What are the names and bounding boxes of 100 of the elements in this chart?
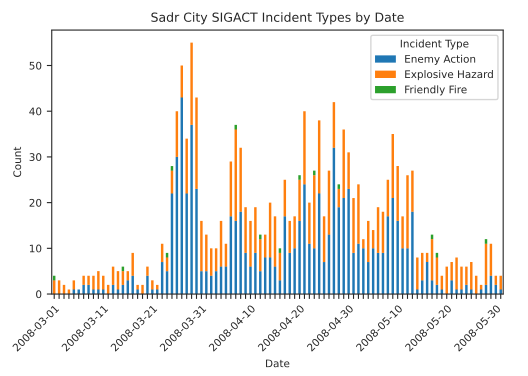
bar (322, 216, 326, 262)
bar (190, 42, 193, 125)
bar (411, 212, 414, 294)
bar (362, 239, 365, 248)
bar (244, 207, 247, 253)
bar (230, 161, 232, 216)
bar (214, 248, 218, 272)
bar (180, 97, 184, 294)
bar (436, 284, 438, 294)
bar (249, 220, 252, 267)
bar (122, 284, 124, 294)
y-axis-title: Count (13, 146, 22, 177)
bar (185, 193, 188, 294)
bar (97, 271, 100, 290)
bar (200, 271, 203, 294)
bar (338, 188, 340, 208)
bar (430, 234, 434, 240)
bar (401, 216, 404, 248)
bar (268, 257, 272, 294)
bar (220, 220, 222, 267)
bar (450, 280, 453, 294)
bar (278, 248, 282, 253)
bar (392, 134, 394, 198)
y-tick-label: 30 (30, 153, 42, 162)
bar (106, 284, 110, 294)
bar (332, 102, 336, 148)
bar (490, 244, 492, 276)
bar (160, 244, 164, 262)
bar (480, 284, 482, 290)
bar (386, 216, 390, 294)
bar (416, 257, 419, 290)
bar (430, 239, 434, 280)
bar (308, 202, 311, 244)
bar (230, 216, 232, 294)
y-tick-label: 20 (30, 198, 42, 207)
bar (224, 266, 228, 294)
bar (372, 248, 374, 294)
bar (338, 207, 340, 294)
bar (259, 234, 262, 240)
bar (494, 284, 498, 294)
bar (426, 262, 428, 294)
bar (268, 202, 272, 258)
bar (401, 248, 404, 294)
bar (170, 166, 174, 171)
bar (166, 271, 168, 294)
bar (470, 262, 473, 290)
bar (298, 180, 301, 221)
bar (357, 184, 360, 244)
bar (440, 276, 444, 290)
bar (112, 266, 114, 285)
bar (205, 234, 208, 272)
bar (382, 212, 384, 253)
bar (318, 193, 320, 294)
bar (284, 180, 286, 216)
bar (372, 230, 374, 248)
bar (176, 111, 178, 157)
bar (446, 266, 448, 294)
bar (298, 175, 301, 180)
bar (474, 276, 478, 294)
bar (170, 193, 174, 294)
bar (436, 257, 438, 285)
bar (224, 244, 228, 267)
bar (382, 252, 384, 294)
bar (278, 252, 282, 280)
bar (500, 276, 502, 290)
bar (342, 198, 345, 294)
bar (58, 280, 60, 294)
bar (185, 138, 188, 194)
bar (239, 148, 242, 212)
bar (82, 284, 85, 294)
bar (376, 207, 380, 253)
bar (293, 248, 296, 294)
bar (220, 266, 222, 294)
bar (342, 129, 345, 198)
bar (190, 124, 193, 294)
bar (465, 284, 468, 294)
bar (254, 252, 257, 294)
bar (338, 184, 340, 189)
bar (87, 284, 90, 294)
bar (357, 244, 360, 294)
bar (52, 280, 56, 294)
bar (249, 266, 252, 294)
bar (102, 276, 104, 290)
bar (214, 271, 218, 294)
bar (151, 280, 154, 290)
bar (303, 184, 306, 294)
bar (254, 207, 257, 253)
bar (92, 276, 95, 290)
bar (298, 220, 301, 294)
bar (239, 212, 242, 294)
bar (392, 198, 394, 294)
bar (494, 276, 498, 285)
bar (465, 266, 468, 285)
x-axis-title: Date (266, 360, 290, 368)
bar (450, 262, 453, 280)
bar (52, 276, 56, 280)
bar (332, 148, 336, 294)
bar (490, 276, 492, 294)
bar (308, 244, 311, 294)
bar (122, 271, 124, 285)
